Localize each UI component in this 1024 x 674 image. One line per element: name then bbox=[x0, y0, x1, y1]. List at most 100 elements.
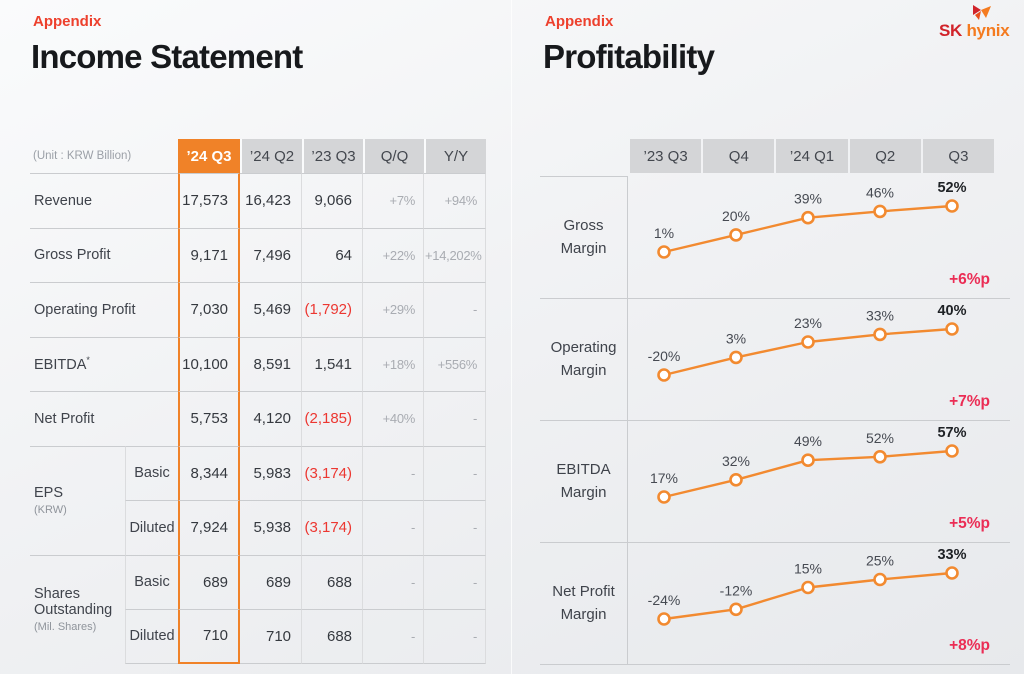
income-statement-slide: Appendix Income Statement (Unit : KRW Bi… bbox=[30, 13, 487, 664]
column-header-qq: Q/Q bbox=[363, 139, 425, 173]
data-point-label: 17% bbox=[650, 470, 678, 486]
data-point-label: 40% bbox=[937, 303, 966, 319]
table-cell: - bbox=[363, 609, 425, 664]
table-cell: (1,792) bbox=[302, 282, 364, 337]
trend-line bbox=[662, 571, 954, 621]
page-title-profitability: Profitability bbox=[543, 38, 715, 75]
operating-margin-plot: -20% 3% 23% 33% 40% +7%p bbox=[628, 299, 1010, 420]
profitability-slide: Appendix Profitability SK hynix ’23 Q3 Q4… bbox=[512, 0, 1024, 674]
table-row: Operating Profit 7,030 5,469 (1,792) +29% - bbox=[30, 282, 487, 337]
table-cell: 688 bbox=[302, 609, 364, 664]
table-cell: 8,591 bbox=[240, 336, 303, 391]
row-sub-label: Basic bbox=[125, 445, 179, 500]
data-point-label: 32% bbox=[722, 453, 750, 469]
data-point-marker bbox=[945, 444, 959, 458]
data-point-label: 3% bbox=[726, 330, 746, 346]
data-point-marker bbox=[729, 602, 743, 617]
row-sub-label: Diluted bbox=[125, 500, 179, 555]
chart-row-label: Operating Margin bbox=[540, 299, 628, 420]
period-header-cell: Q3 bbox=[922, 139, 995, 173]
data-point-marker bbox=[945, 322, 959, 336]
period-header-cell: Q2 bbox=[849, 139, 921, 173]
operating-margin-row: Operating Margin -20% 3% 23% 33% 40% +7%p bbox=[540, 298, 1010, 420]
row-sub-label: Diluted bbox=[125, 609, 179, 664]
data-point-marker bbox=[801, 335, 815, 349]
table-cell: - bbox=[363, 445, 425, 500]
table-cell: +29% bbox=[363, 282, 425, 337]
gross-margin-plot: 1% 20% 39% 46% 52% +6%p bbox=[628, 176, 1010, 298]
data-point-label: 39% bbox=[794, 191, 822, 207]
table-cell: (3,174) bbox=[302, 500, 364, 555]
table-cell: 1,541 bbox=[302, 336, 364, 391]
table-cell: - bbox=[363, 500, 425, 555]
table-cell: - bbox=[424, 609, 487, 664]
row-label: Revenue bbox=[30, 173, 179, 228]
data-point-label: 20% bbox=[722, 208, 750, 224]
data-point-label: -24% bbox=[648, 592, 681, 608]
table-row: Net Profit 5,753 4,120 (2,185) +40% - bbox=[30, 391, 487, 446]
data-point-marker bbox=[801, 580, 815, 595]
delta-label: +5%p bbox=[949, 515, 990, 532]
unit-label: (Unit : KRW Billion) bbox=[33, 150, 132, 162]
net-profit-margin-row: Net Profit Margin -24% -12% 15% 25% 33% +8%p bbox=[540, 542, 1010, 664]
table-cell: +40% bbox=[363, 391, 425, 446]
data-point-marker bbox=[729, 228, 743, 242]
delta-label: +6%p bbox=[949, 271, 990, 288]
data-point-label: 15% bbox=[794, 561, 822, 577]
table-row: Diluted 710 710 688- - bbox=[30, 609, 487, 664]
row-label: Gross Profit bbox=[30, 227, 179, 283]
gross-margin-row: Gross Margin 1% 20% 39% 46% 52% +6%p bbox=[540, 176, 1010, 298]
row-sub-label: Basic bbox=[125, 554, 179, 609]
data-point-marker bbox=[729, 472, 743, 487]
table-cell: - bbox=[424, 500, 487, 555]
delta-label: +7%p bbox=[949, 393, 990, 410]
data-point-label: -20% bbox=[648, 348, 681, 364]
data-point-label: 25% bbox=[866, 553, 894, 569]
data-point-label: 57% bbox=[937, 425, 966, 441]
table-cell: 9,066 bbox=[302, 173, 364, 228]
table-cell: +14,202% bbox=[424, 227, 487, 282]
row-group-label: EPS (KRW) bbox=[30, 445, 125, 555]
table-row: Revenue 17,573 16,423 9,066 +7% +94% bbox=[30, 173, 487, 228]
table-cell: 7,030 bbox=[178, 282, 241, 337]
row-label: Operating Profit bbox=[30, 282, 179, 337]
income-table-body: Revenue 17,573 16,423 9,066 +7% +94% Gross Pro… bbox=[30, 173, 487, 664]
gross-margin-line-chart: 1% 20% 39% 46% 52% bbox=[654, 180, 967, 259]
period-header-cell: ’24 Q1 bbox=[776, 139, 848, 173]
table-cell: 710 bbox=[178, 609, 241, 664]
table-cell: 5,753 bbox=[178, 391, 241, 446]
ebitda-margin-line-chart: 17% 32% 49% 52% 57% bbox=[650, 425, 967, 504]
data-point-marker bbox=[657, 612, 671, 626]
table-cell: 17,573 bbox=[178, 173, 241, 228]
data-point-marker bbox=[801, 453, 815, 468]
column-header-yy: Y/Y bbox=[424, 139, 487, 173]
table-cell: 64 bbox=[302, 227, 364, 282]
table-cell: 16,423 bbox=[240, 173, 303, 228]
table-cell: +94% bbox=[424, 173, 487, 228]
table-row: EPS (KRW) Basic 8,344 5,983 (3,174) - - bbox=[30, 445, 487, 516]
delta-label: +8%p bbox=[949, 637, 990, 654]
chart-row-label: Gross Margin bbox=[540, 176, 628, 298]
table-cell: +7% bbox=[363, 173, 425, 228]
table-cell: +18% bbox=[363, 336, 425, 391]
net-profit-margin-line-chart: -24% -12% 15% 25% 33% bbox=[648, 547, 967, 626]
data-point-marker bbox=[873, 204, 887, 219]
income-statement-table-wrap: (Unit : KRW Billion) ’24 Q3 ’24 Q2 ’23 Q… bbox=[30, 139, 487, 664]
table-row: Gross Profit 9,171 7,496 64 +22% +14,202% bbox=[30, 227, 487, 283]
data-point-label: 33% bbox=[866, 307, 894, 323]
sk-butterfly-icon bbox=[973, 5, 991, 20]
logo-wordmark: SK hynix bbox=[939, 22, 1011, 39]
period-header-cell: ’23 Q3 bbox=[630, 139, 702, 173]
ebitda-margin-row: EBITDA Margin 17% 32% 49% 52% 57% +5%p bbox=[540, 420, 1010, 542]
row-label: Net Profit bbox=[30, 391, 179, 446]
data-point-marker bbox=[729, 350, 743, 365]
table-cell: - bbox=[424, 445, 487, 500]
table-cell: +556% bbox=[424, 336, 487, 391]
ebitda-margin-plot: 17% 32% 49% 52% 57% +5%p bbox=[628, 421, 1010, 542]
table-cell: 4,120 bbox=[240, 391, 303, 446]
data-point-marker bbox=[873, 327, 887, 342]
data-point-label: 23% bbox=[794, 315, 822, 331]
appendix-eyebrow-right: Appendix bbox=[545, 13, 614, 30]
logo-sk-text: SK bbox=[939, 21, 963, 40]
